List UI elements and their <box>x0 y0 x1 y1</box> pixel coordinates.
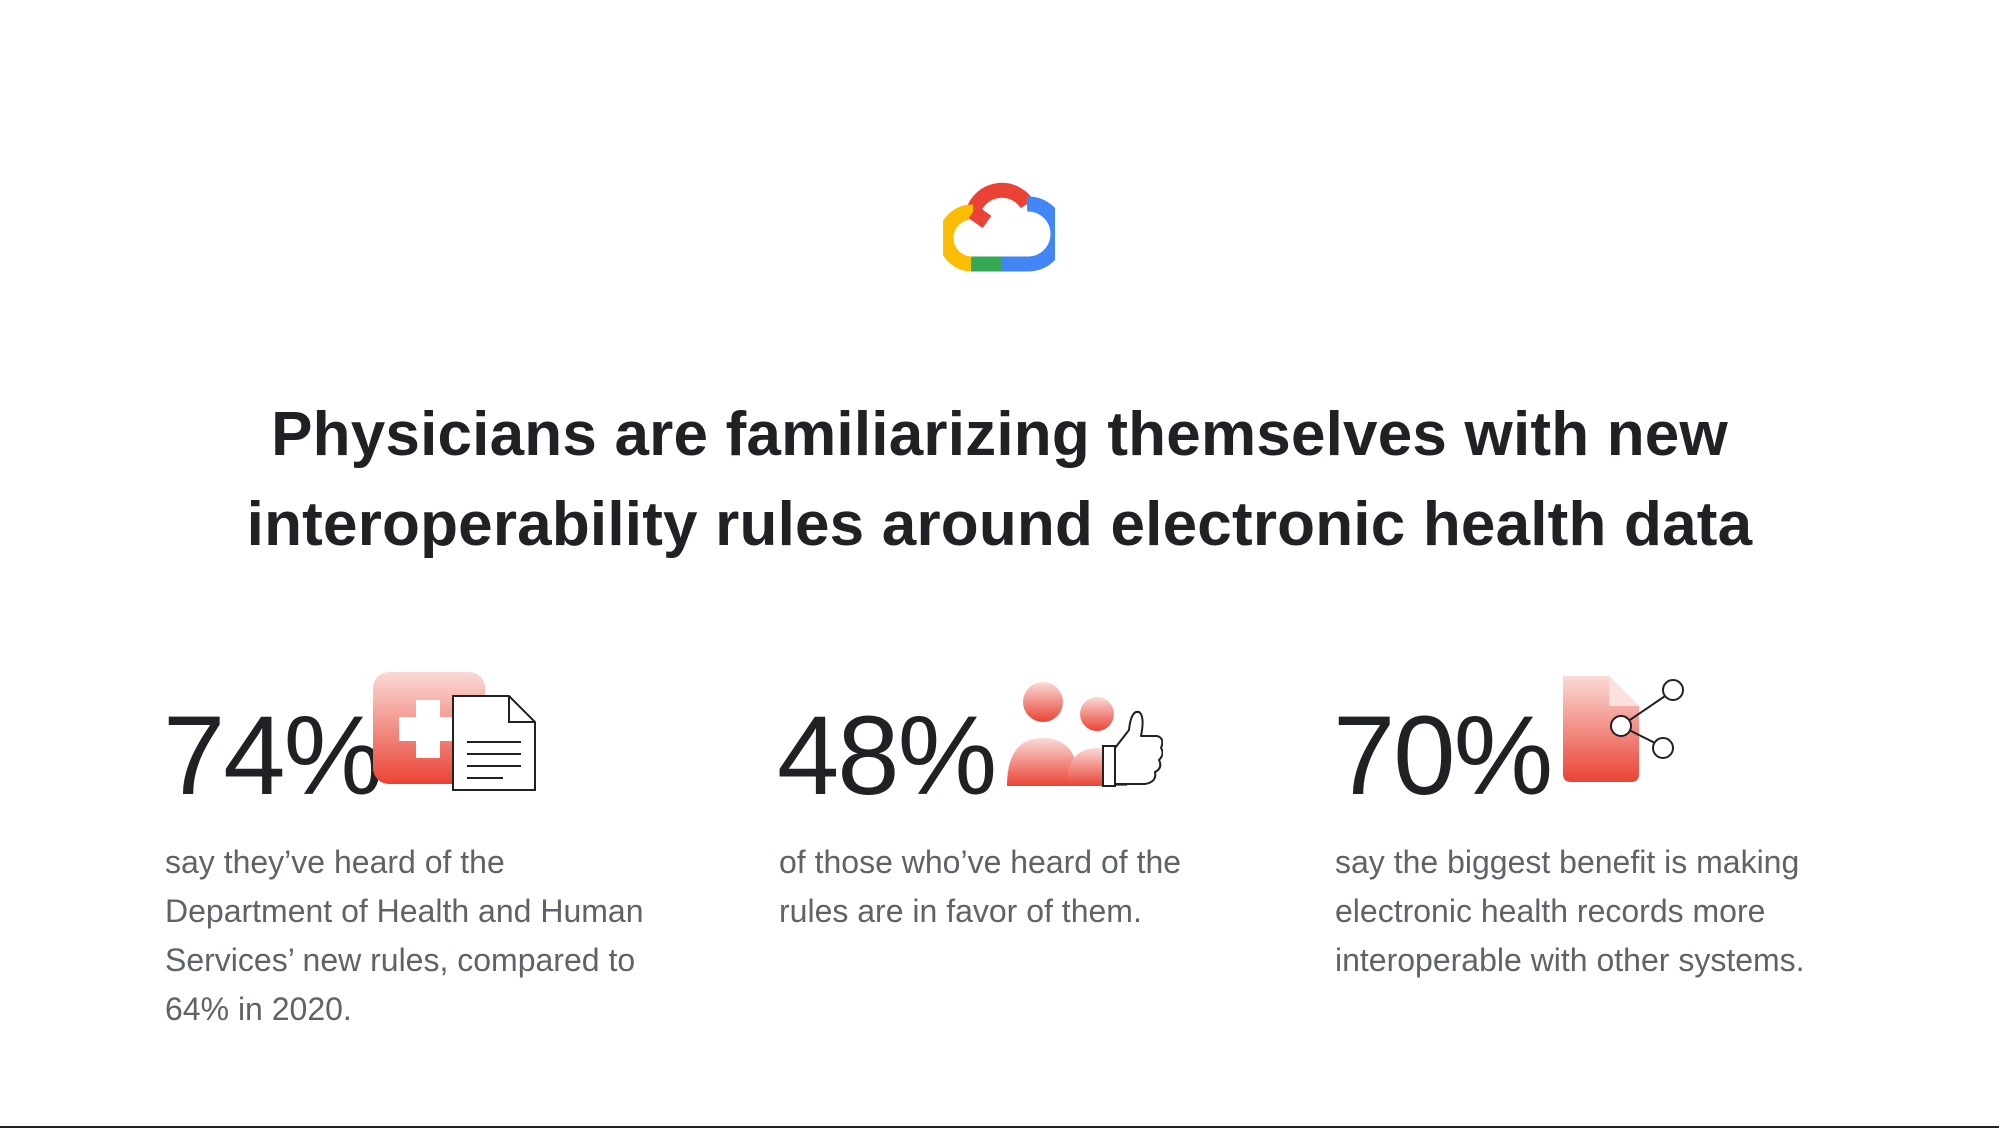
google-cloud-logo-icon <box>943 182 1055 272</box>
page-title: Physicians are familiarizing themselves … <box>0 390 1999 570</box>
people-thumbs-up-icon <box>1007 682 1163 787</box>
stat-description: say they’ve heard of the Department of H… <box>165 844 644 1027</box>
bottom-divider <box>0 1126 1999 1128</box>
stat-value: 74% <box>163 693 383 818</box>
title-line-1: Physicians are familiarizing themselves … <box>271 400 1728 469</box>
medical-cross-document-icon <box>373 672 536 791</box>
stat-description: say the biggest benefit is making electr… <box>1335 844 1805 978</box>
stat-value: 70% <box>1333 693 1553 818</box>
stat-description: of those who’ve heard of the rules are i… <box>779 844 1182 929</box>
share-document-icon <box>1563 676 1684 782</box>
title-line-2: interoperability rules around electronic… <box>246 490 1753 559</box>
stat-value: 48% <box>777 693 997 818</box>
